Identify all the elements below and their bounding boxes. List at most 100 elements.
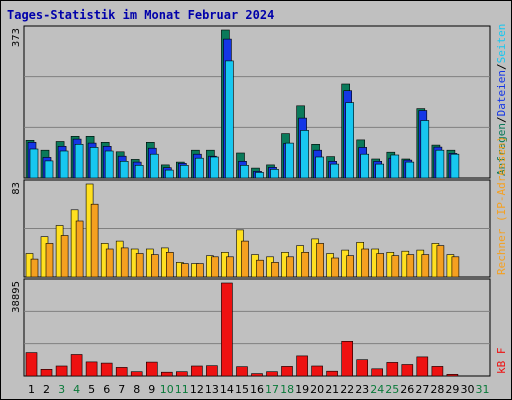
bar-rechner-day-5 (90, 203, 99, 278)
day-label-4: 4 (73, 383, 80, 396)
day-label-8: 8 (133, 383, 140, 396)
bar-kb-f-day-26 (401, 364, 414, 377)
bar-rechner-day-9 (151, 254, 159, 278)
bar-rechner-day-11 (181, 263, 189, 278)
bar-kb-f-day-3 (55, 365, 68, 377)
y-axis-labels: 373 83 38895 (11, 28, 22, 313)
legend-mid: Rechner (IP-Adressen) (495, 136, 508, 275)
bar-seiten-day-7 (119, 161, 129, 179)
bar-rechner-day-23 (361, 248, 370, 278)
day-label-10: 10 (160, 383, 174, 396)
bar-rechner-day-26 (406, 254, 415, 278)
bar-rechner-day-4 (75, 220, 84, 278)
day-label-23: 23 (355, 383, 369, 396)
bar-seiten-day-26 (405, 161, 415, 179)
ymax-label-mid: 83 (11, 182, 22, 195)
bar-seiten-day-21 (330, 163, 339, 179)
bar-seiten-day-22 (345, 102, 355, 179)
day-label-2: 2 (43, 383, 50, 396)
day-label-9: 9 (148, 383, 155, 396)
day-label-25: 25 (385, 383, 399, 396)
day-label-28: 28 (430, 383, 444, 396)
bar-kb-f-day-24 (371, 368, 384, 377)
bar-seiten-day-2 (44, 160, 54, 179)
day-label-12: 12 (190, 383, 204, 396)
bar-rechner-day-16 (256, 259, 264, 278)
day-label-5: 5 (88, 383, 95, 396)
bar-rechner-day-7 (120, 247, 129, 278)
day-label-7: 7 (118, 383, 125, 396)
bar-kb-f-day-29 (446, 373, 459, 377)
bar-rechner-day-12 (196, 263, 204, 278)
bar-rechner-day-17 (271, 262, 279, 278)
bar-seiten-day-17 (270, 169, 279, 179)
day-label-13: 13 (205, 383, 219, 396)
bar-rechner-day-19 (301, 252, 309, 278)
bar-rechner-day-29 (451, 256, 460, 278)
bar-seiten-day-5 (89, 147, 99, 179)
bar-rechner-day-22 (346, 255, 355, 278)
day-label-14: 14 (220, 383, 234, 396)
bar-kb-f-day-28 (431, 366, 444, 377)
bar-kb-f-day-8 (130, 371, 143, 377)
bar-rechner-day-18 (286, 256, 294, 278)
bar-kb-f-day-16 (251, 373, 263, 377)
legend-item: Seiten (495, 24, 508, 64)
bar-rechner-day-13 (211, 256, 219, 278)
bar-kb-f-day-9 (146, 361, 158, 377)
day-label-26: 26 (400, 383, 414, 396)
page-title: Tages-Statistik im Monat Februar 2024 (7, 8, 275, 22)
bar-rechner-day-1 (30, 258, 39, 278)
bar-seiten-day-24 (375, 163, 385, 179)
bar-kb-f-day-10 (161, 371, 173, 377)
legend-item: / (495, 63, 508, 70)
bar-kb-f-day-2 (40, 368, 53, 377)
bar-seiten-day-12 (195, 157, 204, 179)
bar-seiten-day-11 (180, 165, 189, 179)
day-label-1: 1 (28, 383, 35, 396)
legend-item: (IP-Adressen) (495, 136, 508, 229)
bar-seiten-day-20 (315, 156, 324, 179)
bar-rechner-day-20 (316, 243, 324, 278)
bar-rechner-day-2 (45, 243, 54, 278)
legend-item: kB F (495, 348, 508, 375)
bar-rechner-day-27 (421, 254, 430, 278)
day-label-21: 21 (325, 383, 339, 396)
bar-rechner-day-21 (331, 257, 339, 278)
legend-item: Anfragen (495, 123, 508, 176)
bar-rechner-day-8 (135, 253, 144, 278)
bar-kb-f-day-13 (206, 365, 218, 377)
bar-seiten-day-10 (165, 169, 174, 179)
bar-kb-f-day-21 (326, 370, 338, 377)
bar-kb-f-day-11 (176, 371, 188, 377)
day-label-3: 3 (58, 383, 65, 396)
bar-kb-f-day-6 (100, 362, 113, 377)
bar-kb-f-day-19 (296, 355, 308, 377)
bar-rechner-day-14 (226, 256, 234, 278)
bar-seiten-day-28 (435, 149, 445, 179)
bar-rechner-day-10 (166, 252, 174, 278)
day-label-27: 27 (415, 383, 429, 396)
bar-seiten-day-16 (255, 172, 264, 179)
bar-seiten-day-15 (240, 165, 249, 179)
bar-seiten-day-6 (104, 150, 114, 179)
legend-bot: kB F (495, 348, 508, 375)
bar-seiten-day-1 (29, 148, 39, 179)
bar-kb-f-day-14 (221, 282, 233, 377)
bar-kb-f-day-22 (341, 340, 354, 377)
day-label-15: 15 (235, 383, 249, 396)
legend-item: / (495, 116, 508, 123)
day-labels: 1 2 3 4 5 6 7 8 9 10 11 12 13 14 15 16 17 18 19 20 21 22 23 24 2… (28, 383, 490, 396)
bar-kb-f-day-20 (311, 365, 323, 377)
bar-rechner-day-24 (376, 253, 385, 278)
bar-seiten-day-14 (225, 60, 234, 179)
bar-seiten-day-13 (210, 156, 219, 179)
bar-rechner-day-3 (60, 235, 69, 278)
bar-seiten-day-3 (59, 150, 69, 179)
bar-rechner-day-25 (391, 255, 400, 278)
day-label-31: 31 (476, 383, 490, 396)
bar-seiten-day-4 (74, 144, 84, 179)
bar-kb-f-day-15 (236, 366, 248, 377)
